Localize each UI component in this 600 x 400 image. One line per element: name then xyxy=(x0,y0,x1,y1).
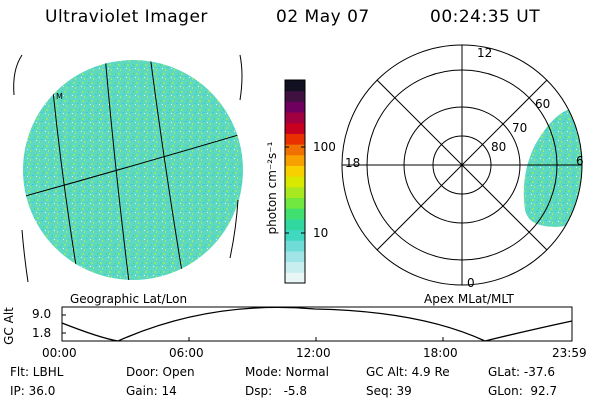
altitude-xtick-0000: 00:00 xyxy=(42,346,77,360)
altitude-xtick-2359: 23:59 xyxy=(552,346,587,360)
colorbar xyxy=(284,79,306,284)
colorbar-swatch xyxy=(285,80,305,92)
info-gain: Gain: 14 xyxy=(126,384,177,398)
colorbar-swatch xyxy=(285,240,305,252)
geo-longitude-line-3 xyxy=(149,60,186,280)
altitude-curve xyxy=(61,306,573,342)
info-glon: GLon: 92.7 xyxy=(488,384,558,398)
colorbar-swatch xyxy=(285,229,305,241)
geo-grid-arc-bottom-right xyxy=(229,199,239,259)
colorbar-swatch xyxy=(285,250,305,263)
geo-latitude-line xyxy=(23,132,243,204)
colorbar-swatch xyxy=(285,272,305,284)
polar-label-18: 18 xyxy=(345,156,361,170)
colorbar-swatch xyxy=(285,154,305,166)
altitude-plot xyxy=(61,306,573,342)
observation-time: 00:24:35 UT xyxy=(430,7,541,27)
colorbar-swatch xyxy=(285,165,305,177)
geo-grid-arc-top-right xyxy=(239,54,243,101)
geo-marker: M xyxy=(56,92,63,101)
colorbar-swatch xyxy=(285,90,305,102)
colorbar-swatch xyxy=(285,144,305,156)
polar-label-0: 0 xyxy=(467,276,475,290)
geographic-image xyxy=(13,54,243,283)
polar-plot xyxy=(341,44,583,286)
instrument-title: Ultraviolet Imager xyxy=(45,7,208,27)
altitude-xtick-1200: 12:00 xyxy=(296,346,331,360)
colorbar-frame xyxy=(284,79,306,284)
geo-image-disk xyxy=(23,60,243,280)
polar-label-6: 6 xyxy=(576,154,584,168)
geo-panel-caption: Geographic Lat/Lon xyxy=(70,292,188,306)
colorbar-swatch xyxy=(285,176,305,188)
info-seq: Seq: 39 xyxy=(366,384,412,398)
info-door: Door: Open xyxy=(126,365,195,379)
info-gc-alt: GC Alt: 4.9 Re xyxy=(366,365,450,379)
colorbar-tick-10: 10 xyxy=(313,226,329,240)
colorbar-swatch xyxy=(285,133,305,145)
altitude-ytick-9: 9.0 xyxy=(32,307,52,321)
polar-lat-60: 60 xyxy=(535,97,551,111)
polar-label-12: 12 xyxy=(477,46,493,60)
altitude-xtick-1800: 18:00 xyxy=(423,346,458,360)
info-mode: Mode: Normal xyxy=(245,365,329,379)
geo-grid-arc-top-left xyxy=(13,54,23,96)
altitude-ylabel: GC Alt xyxy=(2,307,16,345)
colorbar-tick-100: 100 xyxy=(313,140,336,154)
colorbar-unit-label: photon cm⁻²s⁻¹ xyxy=(265,141,279,235)
info-dsp: Dsp: -5.8 xyxy=(245,384,308,398)
colorbar-swatch xyxy=(285,208,305,220)
altitude-plot-frame xyxy=(61,306,573,342)
colorbar-swatch xyxy=(285,186,305,199)
info-glat: GLat: -37.6 xyxy=(488,365,555,379)
altitude-xticks xyxy=(61,314,573,341)
polar-lat-70: 70 xyxy=(512,121,528,135)
altitude-ytick-1-8: 1.8 xyxy=(32,326,52,340)
colorbar-swatch xyxy=(285,261,305,273)
altitude-xtick-0600: 06:00 xyxy=(169,346,204,360)
colorbar-ticks xyxy=(285,146,305,234)
colorbar-swatch xyxy=(285,122,305,134)
colorbar-swatch xyxy=(285,112,305,124)
polar-grid xyxy=(341,44,583,286)
observation-date: 02 May 07 xyxy=(276,7,370,27)
geo-longitude-line-2 xyxy=(104,60,131,280)
polar-panel-caption: Apex MLat/MLT xyxy=(424,292,514,306)
info-ip: IP: 36.0 xyxy=(10,384,56,398)
colorbar-swatch xyxy=(285,197,305,209)
geo-grid-arc-bottom-left xyxy=(21,229,29,283)
colorbar-swatch xyxy=(285,101,305,113)
polar-lat-80: 80 xyxy=(491,140,507,154)
polar-diagonal-2 xyxy=(376,79,548,251)
colorbar-swatch xyxy=(285,218,305,231)
info-filter: Flt: LBHL xyxy=(10,365,64,379)
